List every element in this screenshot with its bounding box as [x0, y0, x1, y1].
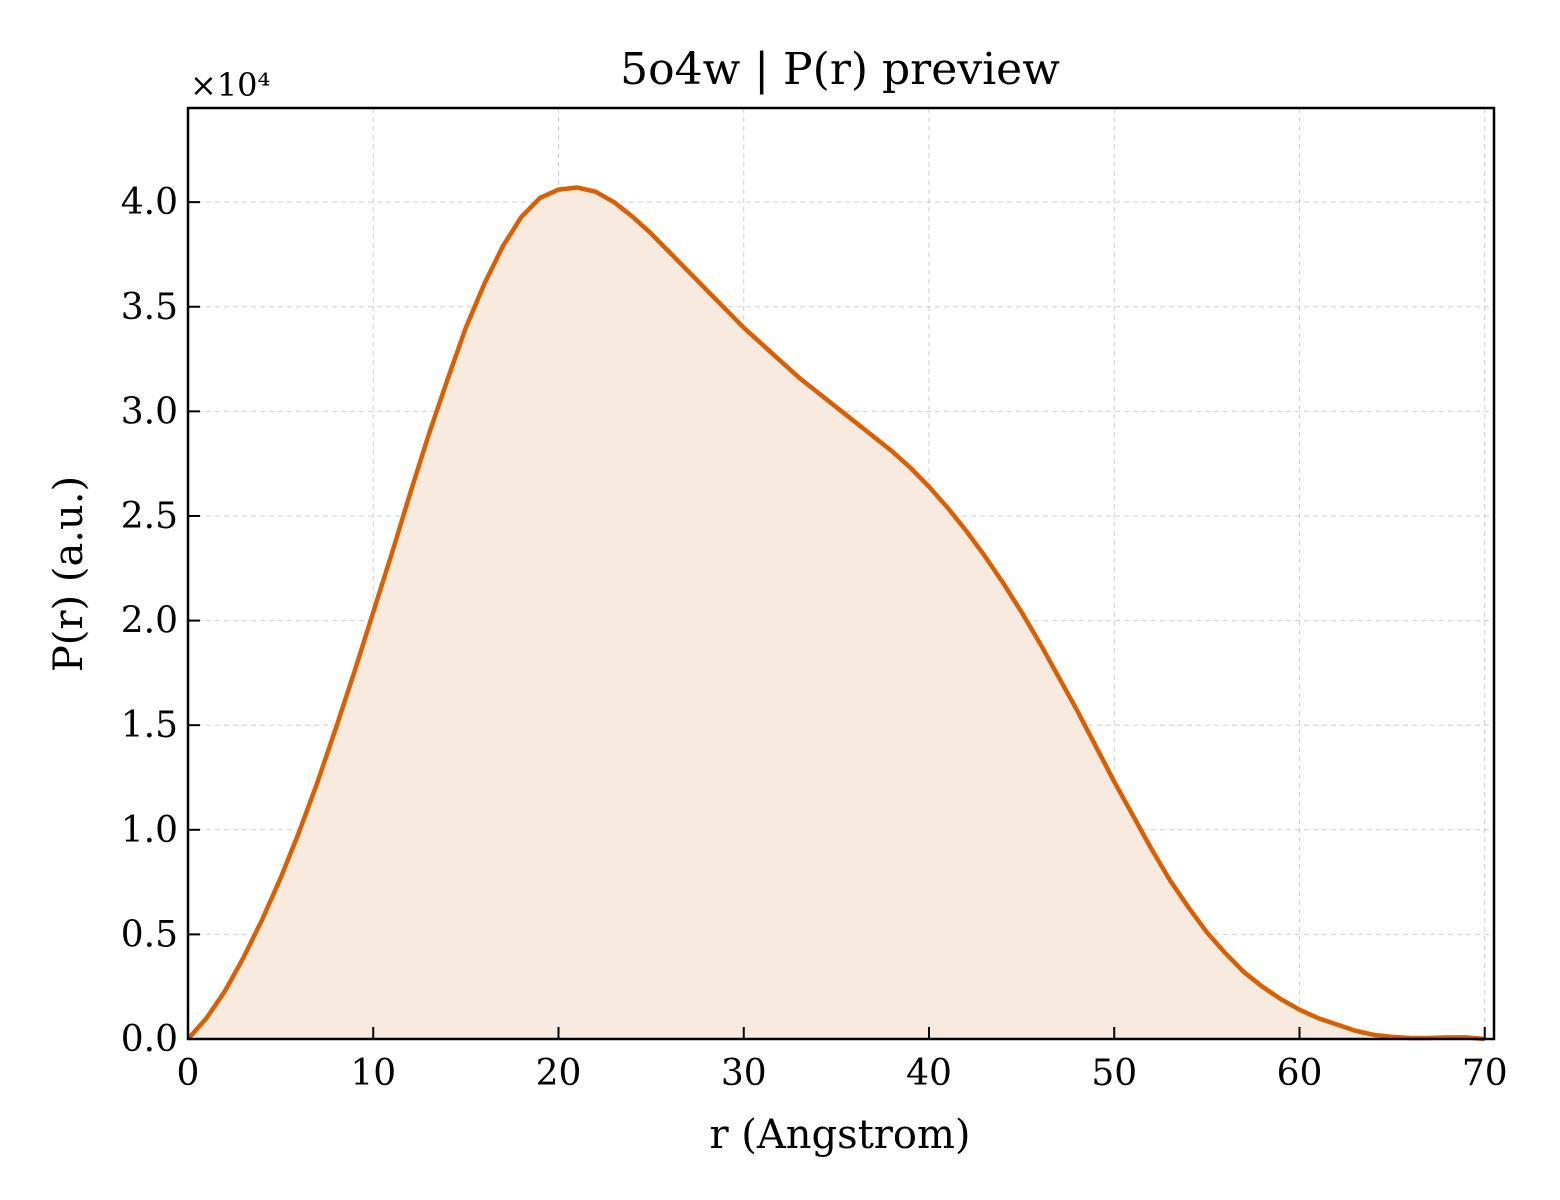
plot-frame: [186, 106, 1496, 1041]
chart-title: 5o4w | P(r) preview: [620, 44, 1060, 95]
y-axis-offset-label: ×10⁴: [190, 66, 270, 104]
x-axis-label: r (Angstrom): [709, 1112, 970, 1158]
y-tick-label: 3.5: [121, 287, 178, 328]
y-tick-label: 3.0: [121, 391, 178, 432]
y-tick-label: 0.0: [121, 1019, 178, 1060]
area-fill: [188, 187, 1485, 1039]
y-tick-label: 0.5: [121, 914, 178, 955]
x-tick-label: 50: [1091, 1053, 1137, 1094]
y-tick-label: 4.0: [121, 182, 178, 223]
x-axis-ticks: 0 10 20 30 40 50 60 70: [177, 1027, 1508, 1094]
y-tick-label: 1.0: [121, 810, 178, 851]
x-tick-label: 0: [177, 1053, 200, 1094]
x-tick-label: 20: [536, 1053, 582, 1094]
y-axis-label: P(r) (a.u.): [46, 476, 92, 672]
x-tick-label: 10: [350, 1053, 396, 1094]
y-tick-label: 2.5: [121, 496, 178, 537]
x-tick-label: 70: [1462, 1053, 1508, 1094]
y-tick-label: 1.5: [121, 705, 178, 746]
y-axis-ticks: 0.0 0.5 1.0 1.5 2.0 2.5 3.0 3.5 4.0: [121, 182, 200, 1060]
x-tick-label: 40: [906, 1053, 952, 1094]
x-tick-label: 60: [1277, 1053, 1323, 1094]
x-tick-label: 30: [721, 1053, 767, 1094]
y-tick-label: 2.0: [121, 601, 178, 642]
